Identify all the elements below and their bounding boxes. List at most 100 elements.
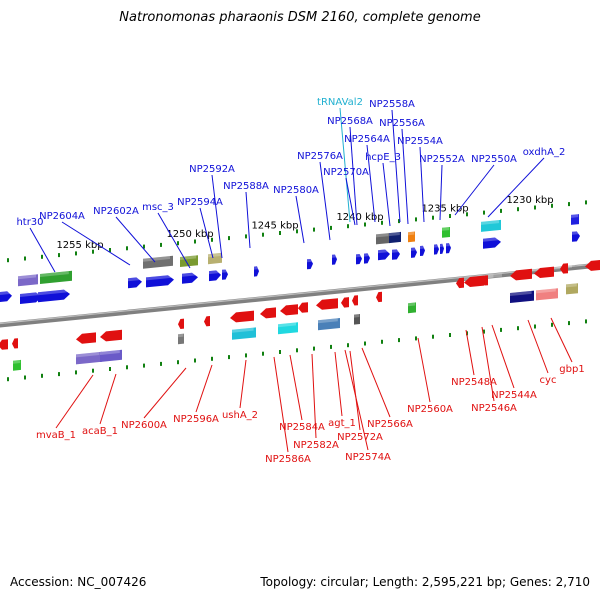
forward-gene-arrow [307,258,313,270]
reverse-gene-block [408,302,416,314]
top-label-leader [29,227,56,273]
scale-label: 1255 kbp [56,240,103,251]
reverse-gene-arrow [456,277,464,289]
bottom-label-leader [550,317,573,363]
forward-gene-block-gloss [389,232,400,237]
forward-gene-block-gloss [40,271,69,277]
forward-gene-arrow [209,270,221,282]
bottom-label-leader [334,351,343,417]
top-label-leader [199,207,214,259]
bottom-label-leader [289,354,303,421]
forward-gene-arrow-gloss [128,276,141,282]
gene-label-top: NP2558A [369,99,415,110]
gene-label-top: NP2594A [177,197,223,208]
reverse-gene-arrow [376,291,382,303]
forward-gene-block-gloss [442,227,450,231]
bottom-label-leader [465,329,475,376]
forward-gene-block [408,231,415,243]
reverse-gene-block-gloss [566,283,577,288]
top-label-leader [61,221,131,266]
reverse-gene-arrow-gloss [568,262,576,267]
gene-label-bottom: agt_1 [328,418,356,429]
reverse-gene-block-gloss [278,322,296,328]
reverse-gene-block-gloss [354,314,360,318]
reverse-gene-arrow [230,310,254,323]
top-label-leader [439,164,443,221]
top-label-leader [382,162,391,227]
forward-gene-block [208,252,222,265]
reverse-gene-block-gloss [318,318,338,324]
reverse-gene-block-gloss [536,288,556,294]
top-label-leader [157,212,191,269]
reverse-gene-arrow [178,318,184,329]
accession-text: Accession: NC_007426 [10,575,147,589]
forward-gene-arrow-gloss [572,231,580,235]
reverse-gene-block [566,283,578,295]
bottom-label-leader [55,374,94,429]
scale-label: 1240 kbp [336,212,383,223]
forward-gene-arrow [446,243,451,254]
gene-label-bottom: NP2572A [337,432,383,443]
forward-gene-arrow [440,243,444,254]
forward-gene-arrow [0,291,12,302]
forward-gene-block-gloss [571,214,579,218]
bottom-label-leader [417,337,431,403]
reverse-gene-arrow [560,263,568,274]
forward-gene-arrow [434,244,439,255]
bottom-label-leader [491,324,515,389]
gene-label-bottom: NP2560A [407,404,453,415]
top-label-leader [419,146,425,223]
gene-label-top: NP2568A [327,116,373,127]
bottom-label-leader [99,373,117,425]
top-label-leader [487,157,545,218]
genome-axis-highlight [0,262,600,325]
gene-label-top: tRNAVal2 [317,97,363,108]
forward-gene-block-gloss [143,256,170,262]
forward-gene-block-gloss [376,233,389,238]
reverse-gene-arrow [352,295,358,306]
reverse-gene-arrow [510,268,532,281]
reverse-gene-arrow-gloss [210,315,216,319]
forward-gene-arrow [392,249,400,260]
forward-gene-arrow [332,254,337,265]
reverse-gene-arrow-gloss [358,294,364,299]
reverse-gene-block [278,322,298,335]
reverse-gene-block [76,351,102,365]
gene-label-bottom: NP2584A [279,422,325,433]
top-label-leader [211,174,223,259]
reverse-gene-block [318,318,340,331]
gene-label-top: NP2580A [273,185,319,196]
top-label-leader [319,161,331,241]
forward-gene-block-gloss [408,231,415,236]
gene-label-top: NP2592A [189,164,235,175]
reverse-gene-block-gloss [232,327,254,333]
reverse-gene-arrow-gloss [122,327,142,333]
forward-gene-arrow-gloss [364,253,370,257]
forward-gene-arrow-gloss [483,237,500,242]
forward-gene-block [389,231,401,244]
forward-gene-arrow-gloss [332,254,337,258]
gene-label-top: msc_3 [142,202,174,213]
forward-gene-block-gloss [18,274,36,280]
gene-label-top: NP2556A [379,118,425,129]
gene-label-top: NP2550A [471,154,517,165]
forward-gene-arrow-gloss [254,266,259,270]
forward-gene-block [376,233,390,245]
forward-gene-block-gloss [180,255,197,260]
forward-gene-arrow [20,292,42,304]
reverse-gene-block [100,349,122,362]
forward-gene-arrow [572,231,580,242]
forward-gene-block [40,270,72,284]
reverse-gene-arrow [316,298,338,310]
bottom-label-leader [349,350,361,431]
gene-label-bottom: acaB_1 [82,426,118,437]
forward-gene-arrow [483,237,501,249]
forward-gene-arrow-gloss [440,243,444,247]
top-label-leader [401,128,409,225]
reverse-gene-block-gloss [178,333,184,338]
gene-label-bottom: mvaB_1 [36,430,76,441]
top-label-leader [245,191,251,249]
forward-gene-arrow-gloss [411,247,417,251]
forward-gene-arrow [128,277,142,289]
forward-gene-arrow-gloss [182,272,197,277]
